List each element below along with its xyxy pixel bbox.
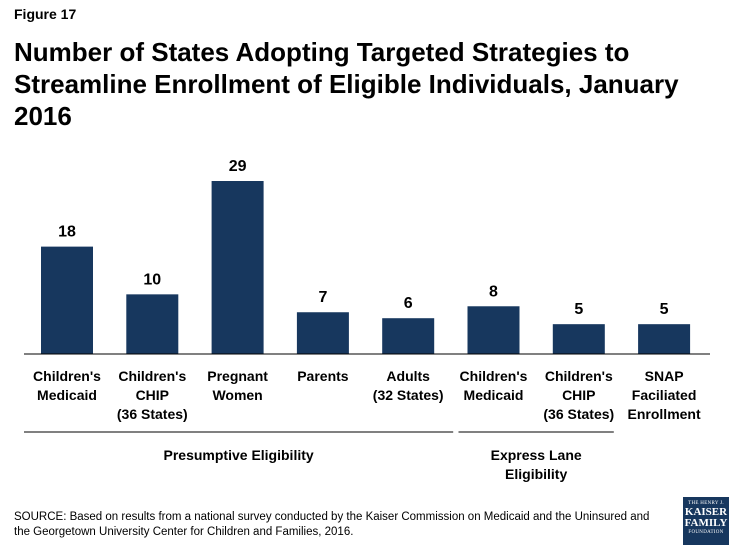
bar-2 <box>126 294 179 354</box>
tick-label-2-line-2: CHIP <box>136 387 169 403</box>
tick-label-8-line-3: Enrollment <box>628 406 701 422</box>
tick-label-7-line-3: (36 States) <box>543 406 614 422</box>
group-label-2-line-1: Express Lane <box>491 447 582 463</box>
group-label-1-line-1: Presumptive Eligibility <box>164 447 314 463</box>
tick-label-3-line-1: Pregnant <box>207 368 268 384</box>
data-label-2: 10 <box>143 271 161 288</box>
tick-label-7-line-2: CHIP <box>562 387 595 403</box>
tick-label-8-line-2: Faciliated <box>632 387 697 403</box>
bar-chart: 18 Children's Medicaid 10 Children's CHIP (36 … <box>24 158 710 482</box>
group-label-2-line-2: Eligibility <box>505 466 567 482</box>
bar-7 <box>552 324 605 354</box>
tick-label-8-line-1: SNAP <box>645 368 684 384</box>
figure-label: Figure 17 <box>14 6 77 22</box>
chart-title: Number of States Adopting Targeted Strat… <box>14 36 724 132</box>
data-label-8: 5 <box>660 301 669 318</box>
tick-label-2-line-3: (36 States) <box>117 406 188 422</box>
logo-line-4: FOUNDATION <box>688 530 724 535</box>
logo-line-3: FAMILY <box>684 517 728 529</box>
data-label-6: 8 <box>489 283 498 300</box>
data-label-4: 7 <box>318 289 327 306</box>
bar-5 <box>382 318 435 354</box>
bar-6 <box>467 306 520 354</box>
data-label-7: 5 <box>574 301 583 318</box>
tick-label-4-line-1: Parents <box>297 368 349 384</box>
logo-line-1: THE HENRY J. <box>688 501 724 506</box>
tick-label-6-line-1: Children's <box>460 368 528 384</box>
kff-logo: THE HENRY J. KAISER FAMILY FOUNDATION <box>683 497 729 545</box>
tick-label-3-line-2: Women <box>212 387 262 403</box>
bar-8 <box>638 324 691 354</box>
bar-3 <box>211 181 264 354</box>
chart-title-line-1: Number of States Adopting Targeted Strat… <box>14 37 630 67</box>
tick-label-6-line-2: Medicaid <box>464 387 524 403</box>
chart-title-line-2: Streamline Enrollment of Eligible Indivi… <box>14 69 679 131</box>
tick-label-1-line-2: Medicaid <box>37 387 97 403</box>
data-label-3: 29 <box>229 158 247 175</box>
tick-label-5-line-1: Adults <box>386 368 430 384</box>
bar-4 <box>296 312 349 354</box>
source-note: SOURCE: Based on results from a national… <box>14 511 650 538</box>
logo-line-2: KAISER <box>684 506 728 518</box>
data-label-1: 18 <box>58 224 76 241</box>
tick-label-5-line-2: (32 States) <box>373 387 444 403</box>
tick-label-1-line-1: Children's <box>33 368 101 384</box>
tick-label-2-line-1: Children's <box>118 368 186 384</box>
bar-1 <box>41 246 93 354</box>
tick-label-7-line-1: Children's <box>545 368 613 384</box>
data-label-5: 6 <box>404 295 413 312</box>
